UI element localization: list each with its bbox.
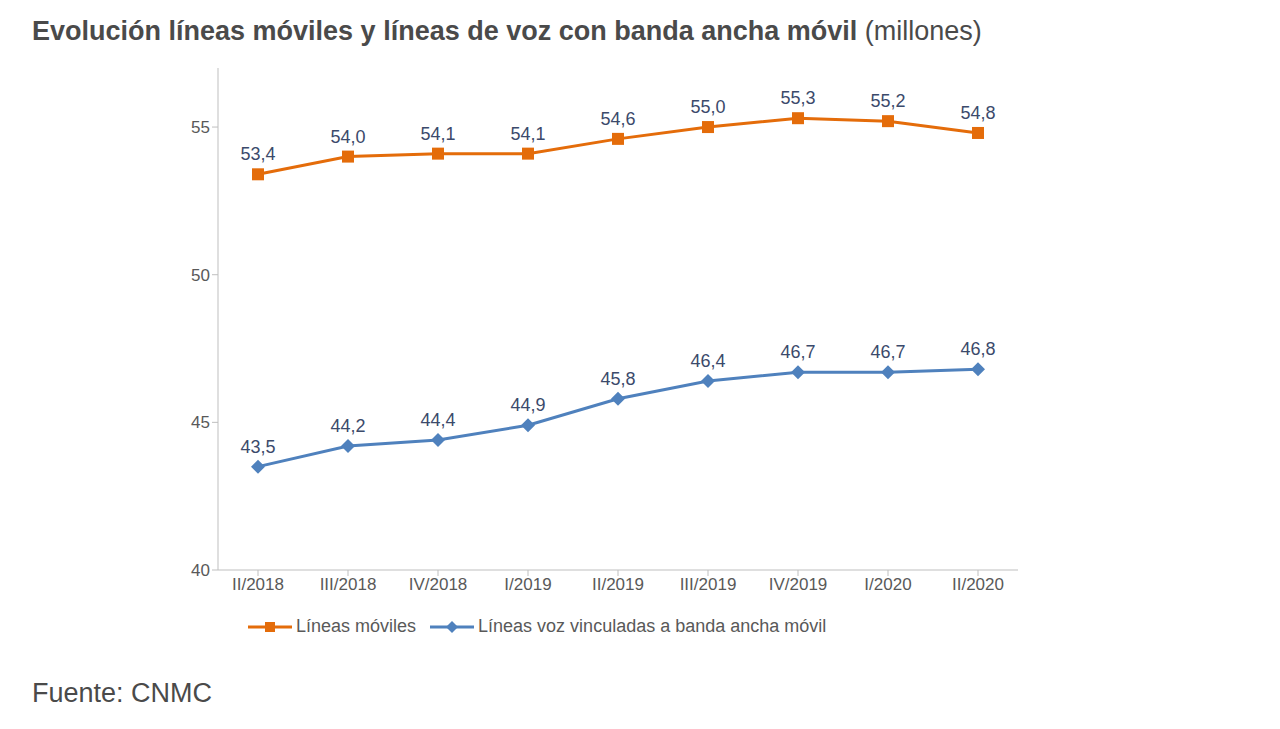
svg-text:53,4: 53,4 [240, 144, 275, 164]
svg-text:II/2018: II/2018 [232, 575, 284, 594]
svg-text:46,7: 46,7 [780, 342, 815, 362]
svg-text:43,5: 43,5 [240, 437, 275, 457]
svg-text:44,9: 44,9 [510, 395, 545, 415]
svg-text:44,4: 44,4 [420, 410, 455, 430]
svg-text:45,8: 45,8 [600, 369, 635, 389]
svg-text:55,3: 55,3 [780, 88, 815, 108]
html-text:Líneas voz vinculadas a banda: Líneas voz vinculadas a banda ancha móvi… [478, 616, 827, 636]
svg-text:III/2018: III/2018 [320, 575, 377, 594]
html-text:Líneas móviles: Líneas móviles [296, 616, 417, 636]
svg-text:IV/2019: IV/2019 [769, 575, 828, 594]
svg-text:54,0: 54,0 [330, 127, 365, 147]
svg-text:54,1: 54,1 [510, 124, 545, 144]
svg-text:46,8: 46,8 [960, 339, 995, 359]
svg-text:50: 50 [191, 266, 210, 285]
html-text:Evolución líneas móviles y lín: Evolución líneas móviles y líneas de voz… [32, 16, 982, 46]
svg-text:55: 55 [191, 118, 210, 137]
svg-text:54,6: 54,6 [600, 109, 635, 129]
svg-text:46,4: 46,4 [690, 351, 725, 371]
svg-text:46,7: 46,7 [870, 342, 905, 362]
svg-text:44,2: 44,2 [330, 416, 365, 436]
svg-text:55,0: 55,0 [690, 97, 725, 117]
svg-text:I/2019: I/2019 [504, 575, 551, 594]
svg-text:II/2020: II/2020 [952, 575, 1004, 594]
svg-text:IV/2018: IV/2018 [409, 575, 468, 594]
svg-text:III/2019: III/2019 [680, 575, 737, 594]
svg-text:54,1: 54,1 [420, 124, 455, 144]
html-text:Fuente: CNMC: Fuente: CNMC [32, 678, 213, 708]
svg-text:45: 45 [191, 413, 210, 432]
svg-text:I/2020: I/2020 [864, 575, 911, 594]
svg-text:II/2019: II/2019 [592, 575, 644, 594]
svg-text:55,2: 55,2 [870, 91, 905, 111]
svg-text:40: 40 [191, 561, 210, 580]
svg-text:54,8: 54,8 [960, 103, 995, 123]
